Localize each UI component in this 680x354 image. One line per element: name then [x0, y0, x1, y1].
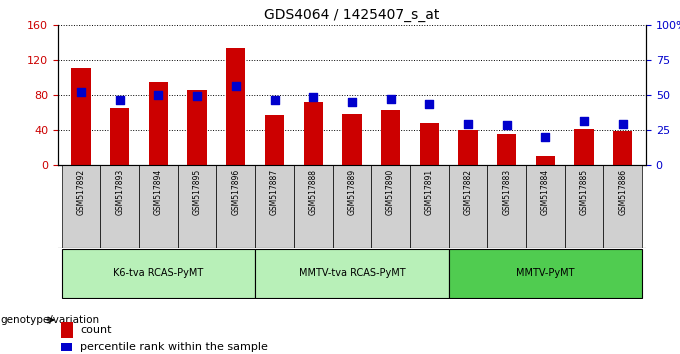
Text: GSM517896: GSM517896	[231, 169, 240, 215]
Bar	[575, 129, 594, 165]
Bar	[526, 165, 564, 248]
Point	[540, 134, 551, 139]
Bar	[420, 122, 439, 165]
Text: GSM517894: GSM517894	[154, 169, 163, 215]
Text: K6-tva RCAS-PyMT: K6-tva RCAS-PyMT	[114, 268, 203, 279]
Text: GSM517891: GSM517891	[425, 169, 434, 215]
Bar	[61, 322, 73, 338]
Bar	[536, 156, 555, 165]
Point	[269, 97, 280, 103]
Text: GSM517892: GSM517892	[77, 169, 86, 215]
Bar	[488, 165, 526, 248]
Bar	[294, 165, 333, 248]
Bar	[458, 130, 477, 165]
Bar	[62, 165, 101, 248]
Bar	[110, 108, 129, 165]
Bar	[265, 115, 284, 165]
Text: GSM517886: GSM517886	[618, 169, 627, 215]
Bar	[603, 165, 642, 248]
Point	[462, 121, 473, 127]
Bar	[333, 165, 371, 248]
Bar	[101, 165, 139, 248]
Point	[424, 102, 435, 107]
Bar	[449, 165, 488, 248]
Point	[231, 84, 241, 89]
Point	[347, 99, 358, 104]
Point	[153, 92, 164, 97]
Bar	[613, 131, 632, 165]
Bar	[177, 165, 216, 248]
Bar	[226, 48, 245, 165]
Text: MMTV-PyMT: MMTV-PyMT	[516, 268, 575, 279]
Bar	[449, 249, 642, 298]
Text: percentile rank within the sample: percentile rank within the sample	[80, 342, 268, 352]
Title: GDS4064 / 1425407_s_at: GDS4064 / 1425407_s_at	[265, 8, 439, 22]
Bar	[216, 165, 255, 248]
Bar	[61, 343, 72, 351]
Point	[617, 121, 628, 127]
Point	[501, 122, 512, 128]
Bar	[381, 109, 401, 165]
Bar	[255, 165, 294, 248]
Text: GSM517888: GSM517888	[309, 169, 318, 215]
Text: genotype/variation: genotype/variation	[0, 315, 99, 325]
Text: GSM517895: GSM517895	[192, 169, 201, 215]
Text: GSM517887: GSM517887	[270, 169, 279, 215]
Text: count: count	[80, 325, 112, 335]
Bar	[139, 165, 177, 248]
Bar	[188, 90, 207, 165]
Bar	[71, 68, 90, 165]
Bar	[303, 102, 323, 165]
Bar	[149, 81, 168, 165]
Bar	[255, 249, 449, 298]
Text: MMTV-tva RCAS-PyMT: MMTV-tva RCAS-PyMT	[299, 268, 405, 279]
Bar	[497, 134, 516, 165]
Text: GSM517893: GSM517893	[115, 169, 124, 215]
Point	[75, 89, 86, 95]
Bar	[371, 165, 410, 248]
Bar	[62, 249, 255, 298]
Text: GSM517889: GSM517889	[347, 169, 356, 215]
Text: GSM517890: GSM517890	[386, 169, 395, 215]
Point	[579, 119, 590, 124]
Point	[308, 95, 319, 100]
Text: GSM517884: GSM517884	[541, 169, 550, 215]
Text: GSM517885: GSM517885	[579, 169, 589, 215]
Point	[114, 97, 125, 103]
Text: GSM517883: GSM517883	[503, 169, 511, 215]
Bar	[410, 165, 449, 248]
Point	[385, 96, 396, 102]
Bar	[564, 165, 603, 248]
Point	[192, 93, 203, 99]
Text: GSM517882: GSM517882	[464, 169, 473, 215]
Bar	[342, 114, 362, 165]
